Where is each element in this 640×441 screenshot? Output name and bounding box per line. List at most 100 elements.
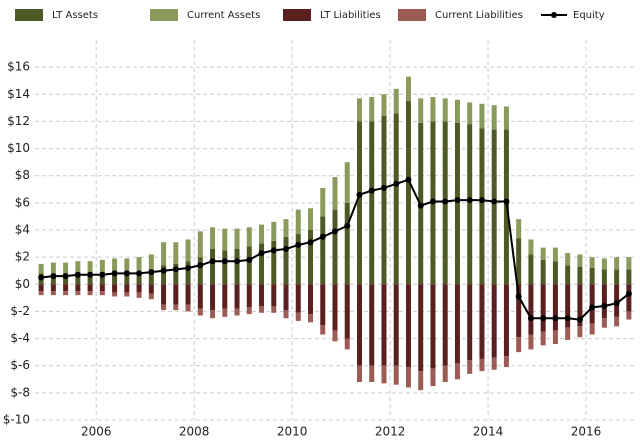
bar [87, 291, 93, 296]
bar [99, 291, 105, 296]
equity-point [417, 202, 424, 209]
bar [454, 284, 460, 363]
legend-label: Equity [573, 10, 605, 21]
equity-point [234, 258, 241, 265]
bar [75, 284, 81, 292]
bar [173, 284, 179, 305]
bar [246, 246, 252, 285]
bar [283, 219, 289, 237]
bar [393, 365, 399, 385]
bar [63, 291, 69, 296]
equity-point [589, 304, 596, 311]
equity-point [527, 315, 534, 322]
equity-point [246, 256, 253, 263]
bar [75, 291, 81, 296]
bar [320, 216, 326, 285]
bar [210, 310, 216, 319]
bar [295, 234, 301, 285]
legend-label: LT Assets [52, 10, 98, 21]
bar [308, 314, 314, 323]
bar [38, 263, 44, 274]
bar [50, 284, 56, 292]
bar [222, 284, 228, 309]
bar [540, 259, 546, 285]
bar [393, 88, 399, 114]
legend: LT Assets Current Assets LT Liabilities Cur… [15, 9, 605, 21]
equity-point [454, 197, 461, 204]
bar [283, 310, 289, 319]
bar [210, 249, 216, 285]
equity-point [601, 303, 608, 309]
x-tick-label: 2006 [81, 425, 112, 439]
bar [124, 292, 130, 297]
bar [381, 94, 387, 116]
bar [418, 98, 424, 123]
bar [381, 365, 387, 384]
equity-point [197, 262, 204, 269]
bar [246, 227, 252, 247]
equity-point [87, 271, 94, 278]
y-tick-label: $4 [15, 223, 30, 237]
y-tick-label: $12 [7, 114, 30, 128]
legend-swatch [551, 12, 557, 18]
legend-swatch [150, 9, 178, 21]
bar [271, 306, 277, 313]
bar [112, 292, 118, 297]
equity-point [295, 241, 302, 248]
equity-point [503, 198, 510, 205]
bar [75, 261, 81, 273]
bar [173, 304, 179, 311]
bar [442, 98, 448, 122]
equity-point [221, 258, 228, 265]
equity-point [74, 271, 81, 278]
bar [197, 231, 203, 258]
equity-point [491, 198, 498, 205]
bar [491, 105, 497, 130]
bar [271, 240, 277, 285]
equity-point [442, 198, 449, 205]
bar [356, 121, 362, 285]
equity-point [136, 270, 143, 277]
bar [589, 284, 595, 324]
bar [565, 253, 571, 266]
bar [344, 162, 350, 203]
y-tick-label: $-6 [10, 358, 30, 372]
equity-point [478, 197, 485, 204]
bar [222, 308, 228, 317]
bar [63, 284, 69, 292]
bar [589, 268, 595, 285]
equity-point [270, 247, 277, 254]
bar [614, 269, 620, 285]
bar [222, 228, 228, 251]
x-tick-label: 2008 [179, 425, 210, 439]
bar [491, 129, 497, 285]
bar [528, 334, 534, 350]
bar [197, 284, 203, 309]
bar [577, 254, 583, 267]
equity-point [111, 270, 118, 277]
bar [577, 326, 583, 338]
bar [234, 249, 240, 285]
bar [540, 247, 546, 260]
bar [601, 258, 607, 270]
bar [405, 367, 411, 388]
equity-point [99, 271, 106, 278]
bar [528, 254, 534, 285]
y-tick-label: $-2 [10, 304, 30, 318]
bar [161, 284, 167, 305]
equity-point [123, 270, 130, 277]
bar [626, 284, 632, 312]
bar [234, 284, 240, 309]
legend-label: LT Liabilities [320, 10, 381, 21]
y-tick-label: $14 [7, 87, 30, 101]
legend-swatch [15, 9, 43, 21]
bar [124, 258, 130, 271]
bar [405, 76, 411, 102]
bar [185, 284, 191, 305]
equity-point [625, 290, 632, 297]
bar [99, 272, 105, 285]
bar [136, 270, 142, 285]
bar [148, 284, 154, 294]
equity-point [148, 269, 155, 276]
